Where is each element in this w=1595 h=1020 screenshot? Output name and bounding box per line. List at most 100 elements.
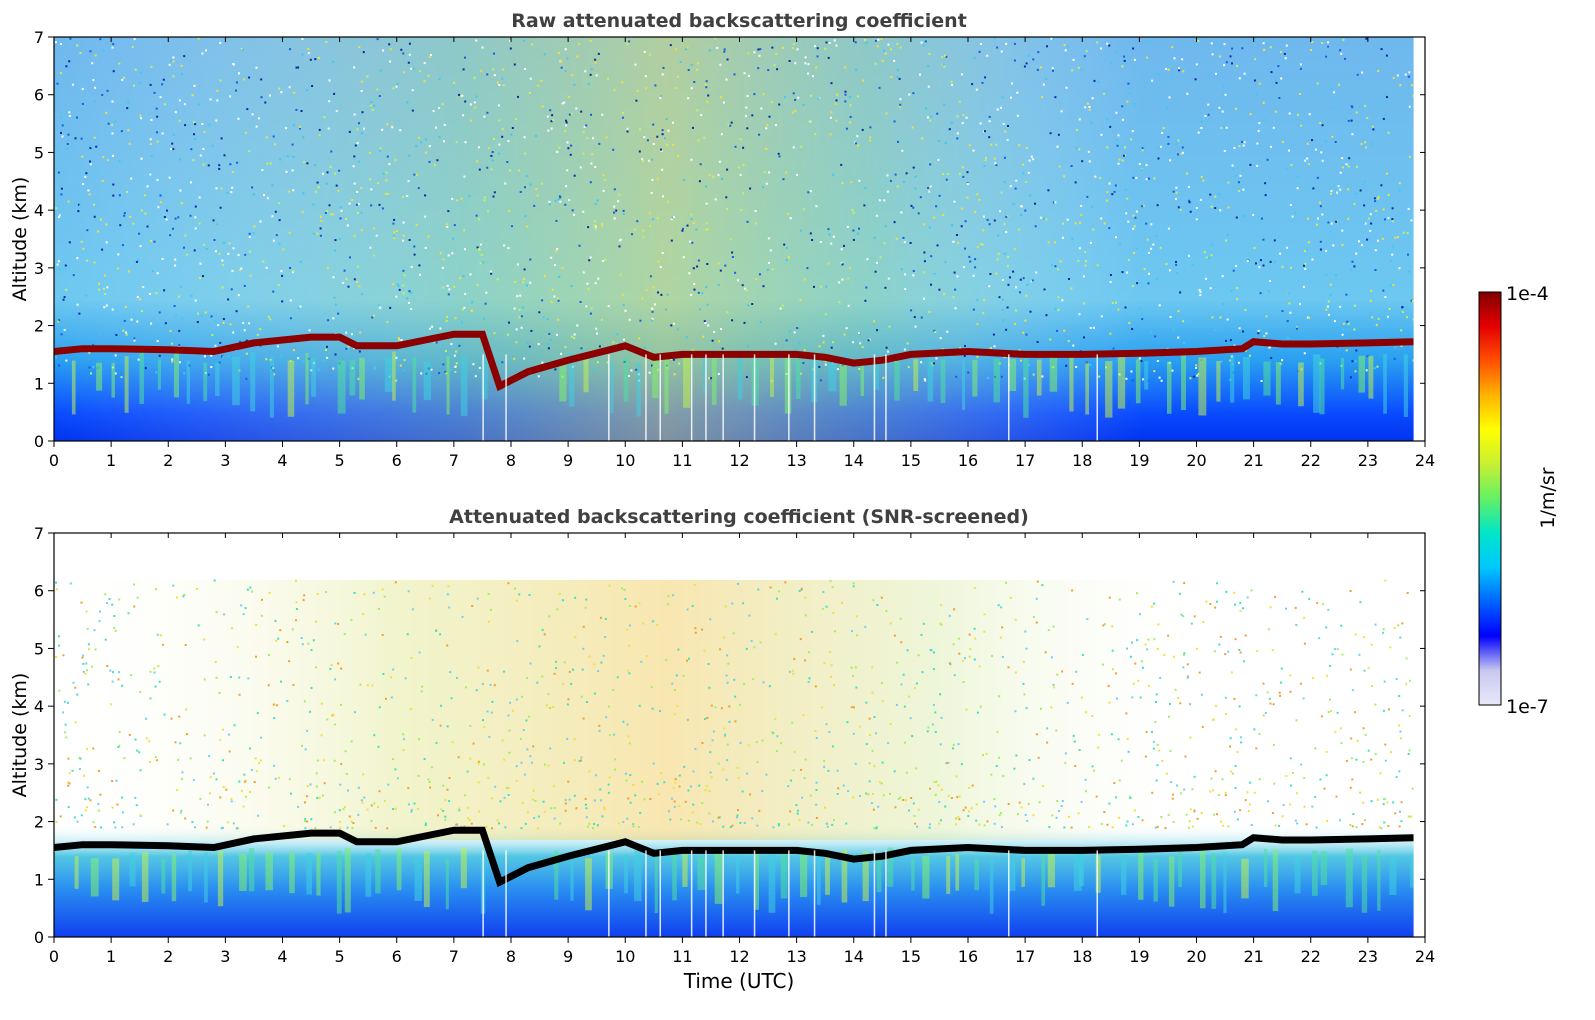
signal-pixel — [1214, 606, 1217, 609]
signal-pixel — [183, 372, 186, 375]
signal-pixel — [738, 703, 741, 706]
signal-pixel — [1268, 290, 1271, 293]
signal-pixel — [266, 197, 269, 200]
signal-pixel — [685, 48, 688, 51]
signal-pixel — [807, 821, 810, 824]
signal-pixel — [922, 44, 925, 47]
signal-pixel — [1161, 132, 1164, 134]
signal-pixel — [1108, 701, 1111, 704]
signal-pixel — [776, 750, 778, 752]
signal-pixel — [595, 227, 597, 230]
signal-pixel — [1345, 349, 1348, 352]
signal-pixel — [1249, 163, 1252, 166]
signal-pixel — [718, 160, 721, 163]
signal-pixel — [1329, 698, 1331, 701]
signal-pixel — [623, 588, 626, 591]
plume — [1073, 849, 1082, 891]
signal-pixel — [482, 682, 484, 685]
signal-pixel — [613, 211, 616, 214]
signal-pixel — [1272, 703, 1275, 706]
signal-pixel — [1198, 289, 1201, 291]
signal-pixel — [520, 315, 523, 318]
signal-pixel — [1195, 364, 1198, 367]
signal-pixel — [1218, 193, 1221, 196]
signal-pixel — [469, 119, 472, 122]
signal-pixel — [1383, 797, 1385, 800]
x-tick-label: 16 — [958, 451, 978, 470]
plume — [652, 360, 659, 398]
signal-pixel — [433, 163, 436, 166]
signal-pixel — [1370, 289, 1373, 292]
signal-pixel — [512, 709, 515, 712]
signal-pixel — [301, 53, 304, 56]
signal-pixel — [156, 178, 159, 181]
signal-pixel — [1224, 653, 1227, 655]
signal-pixel — [889, 179, 892, 182]
signal-pixel — [1211, 316, 1214, 319]
signal-pixel — [1402, 231, 1405, 234]
signal-pixel — [771, 46, 774, 49]
signal-pixel — [482, 261, 485, 264]
signal-pixel — [1230, 671, 1233, 674]
signal-pixel — [1209, 790, 1212, 793]
signal-pixel — [565, 121, 568, 124]
signal-pixel — [778, 590, 781, 593]
signal-pixel — [1129, 797, 1132, 800]
y-tick-label: 2 — [34, 317, 44, 336]
signal-pixel — [111, 154, 114, 157]
signal-pixel — [728, 720, 731, 723]
signal-pixel — [1089, 241, 1092, 244]
signal-pixel — [1003, 156, 1006, 159]
signal-pixel — [1043, 288, 1046, 291]
signal-pixel — [705, 86, 708, 89]
signal-pixel — [322, 172, 324, 175]
signal-pixel — [1328, 664, 1331, 667]
signal-pixel — [246, 108, 249, 111]
signal-pixel — [880, 681, 883, 684]
signal-pixel — [1140, 359, 1143, 362]
signal-pixel — [550, 127, 553, 130]
plume — [412, 357, 417, 413]
signal-pixel — [1001, 96, 1004, 99]
signal-pixel — [393, 231, 396, 234]
signal-pixel — [280, 680, 282, 683]
plume — [188, 848, 192, 892]
signal-pixel — [267, 684, 270, 687]
signal-pixel — [1359, 601, 1362, 604]
signal-pixel — [950, 80, 953, 83]
signal-pixel — [563, 101, 566, 104]
signal-pixel — [1057, 296, 1060, 299]
signal-pixel — [353, 182, 356, 185]
signal-pixel — [1027, 54, 1030, 57]
gap-streak — [813, 850, 816, 937]
signal-pixel — [1223, 150, 1226, 152]
signal-pixel — [1153, 638, 1156, 641]
signal-pixel — [447, 254, 450, 257]
signal-pixel — [993, 37, 996, 40]
signal-pixel — [701, 742, 704, 744]
signal-pixel — [419, 273, 421, 276]
signal-pixel — [237, 254, 240, 257]
signal-pixel — [101, 93, 104, 96]
signal-pixel — [1370, 758, 1373, 761]
signal-pixel — [794, 62, 797, 65]
signal-pixel — [1009, 185, 1012, 188]
signal-pixel — [333, 92, 336, 95]
signal-pixel — [555, 667, 558, 670]
signal-pixel — [659, 710, 662, 713]
signal-pixel — [1262, 714, 1265, 717]
x-tick-label: 13 — [786, 947, 806, 966]
signal-pixel — [103, 287, 105, 290]
signal-pixel — [279, 629, 282, 632]
signal-pixel — [249, 747, 251, 750]
signal-pixel — [909, 242, 912, 244]
signal-pixel — [1012, 270, 1015, 273]
signal-pixel — [410, 809, 413, 812]
signal-pixel — [878, 86, 881, 89]
signal-pixel — [91, 665, 94, 668]
signal-pixel — [1054, 96, 1057, 99]
signal-pixel — [924, 40, 927, 43]
signal-pixel — [1297, 175, 1300, 178]
signal-pixel — [934, 331, 937, 333]
signal-pixel — [800, 229, 802, 232]
